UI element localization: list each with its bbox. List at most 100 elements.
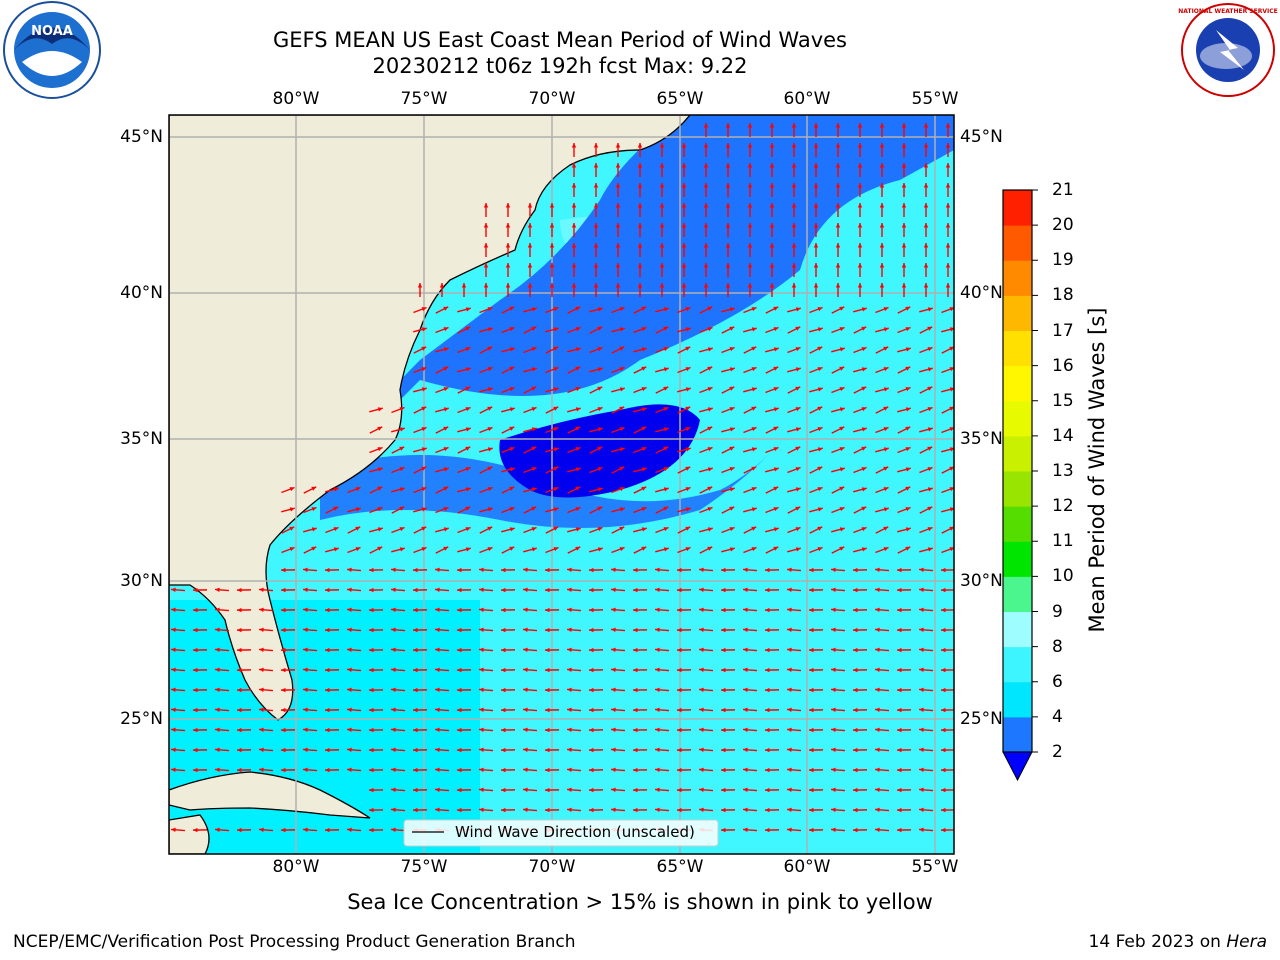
wave-direction-arrow — [593, 283, 599, 297]
wave-direction-arrow — [742, 767, 758, 772]
wave-direction-arrow — [412, 667, 428, 673]
wave-direction-arrow — [698, 587, 714, 592]
wave-direction-arrow — [808, 807, 824, 813]
wave-direction-arrow — [501, 527, 515, 533]
wave-direction-arrow — [281, 507, 295, 513]
wave-direction-arrow — [588, 827, 604, 833]
wave-direction-arrow — [853, 427, 867, 433]
wave-direction-arrow — [852, 587, 868, 593]
wave-direction-arrow — [852, 607, 868, 613]
wave-direction-arrow — [324, 667, 340, 673]
wave-direction-arrow — [501, 486, 515, 494]
wave-direction-arrow — [919, 466, 933, 474]
wave-direction-arrow — [791, 163, 797, 177]
wave-direction-arrow — [456, 607, 472, 613]
wave-direction-arrow — [742, 647, 758, 652]
wave-direction-arrow — [390, 567, 406, 572]
wave-direction-arrow — [681, 183, 687, 197]
wave-direction-arrow — [659, 183, 665, 197]
wave-direction-arrow — [857, 203, 863, 217]
wave-direction-arrow — [258, 707, 274, 712]
colorbar-segment — [1003, 681, 1032, 718]
wave-direction-arrow — [478, 587, 494, 592]
wave-direction-arrow — [808, 767, 824, 773]
wave-direction-arrow — [483, 243, 489, 257]
wave-direction-arrow — [743, 406, 757, 414]
wave-direction-arrow — [677, 447, 691, 453]
wave-direction-arrow — [633, 486, 647, 494]
wave-direction-arrow — [610, 667, 626, 672]
wave-direction-arrow — [703, 123, 709, 137]
wave-direction-arrow — [523, 307, 537, 313]
wave-direction-arrow — [769, 163, 775, 177]
wave-direction-arrow — [610, 627, 626, 632]
wave-direction-arrow — [545, 507, 559, 513]
wave-direction-arrow — [522, 827, 538, 832]
wave-direction-arrow — [589, 346, 603, 354]
wave-direction-arrow — [615, 183, 621, 197]
wave-direction-arrow — [456, 667, 472, 673]
wave-direction-arrow — [787, 406, 801, 414]
wave-direction-arrow — [743, 327, 757, 333]
wave-direction-arrow — [786, 587, 802, 592]
wave-direction-arrow — [588, 807, 604, 813]
wave-direction-arrow — [214, 727, 230, 732]
wave-direction-arrow — [874, 587, 890, 592]
wave-direction-arrow — [677, 546, 691, 554]
wave-direction-arrow — [615, 223, 621, 237]
wave-direction-arrow — [743, 366, 757, 374]
longitude-label: 65°W — [656, 89, 704, 109]
wave-direction-arrow — [659, 223, 665, 237]
wave-direction-arrow — [632, 627, 648, 633]
wave-direction-arrow — [875, 486, 889, 494]
wave-direction-arrow — [857, 163, 863, 177]
wave-direction-arrow — [457, 487, 471, 493]
wave-direction-arrow — [434, 747, 450, 752]
wave-direction-arrow — [830, 567, 846, 572]
wave-direction-arrow — [544, 567, 560, 573]
wave-direction-arrow — [522, 807, 538, 812]
wave-direction-arrow — [787, 446, 801, 454]
wave-direction-arrow — [655, 326, 669, 334]
wave-direction-arrow — [434, 827, 450, 832]
colorbar-tick-label: 16 — [1052, 355, 1074, 376]
wave-direction-arrow — [478, 627, 494, 632]
period-band-below-2 — [499, 404, 700, 498]
wave-direction-arrow — [786, 627, 802, 632]
wave-direction-arrow — [368, 727, 384, 733]
wave-direction-arrow — [456, 727, 472, 733]
wave-direction-arrow — [280, 567, 296, 573]
wave-direction-arrow — [720, 567, 736, 573]
wave-direction-arrow — [413, 526, 427, 534]
latitude-label: 35°N — [120, 429, 163, 449]
wave-direction-arrow — [567, 546, 581, 554]
wave-direction-arrow — [654, 747, 670, 752]
wave-direction-arrow — [457, 386, 471, 394]
longitude-label: 70°W — [528, 857, 576, 877]
wave-direction-arrow — [698, 567, 714, 572]
wave-direction-arrow — [874, 687, 890, 692]
wave-direction-arrow — [615, 143, 621, 157]
wave-direction-arrow — [703, 263, 709, 277]
wave-direction-arrow — [879, 263, 885, 277]
wave-direction-arrow — [170, 827, 186, 832]
wave-direction-arrow — [391, 526, 405, 534]
wave-direction-arrow — [170, 707, 186, 712]
wave-direction-arrow — [637, 143, 643, 157]
wave-direction-arrow — [743, 486, 757, 494]
wave-direction-arrow — [544, 627, 560, 633]
wave-direction-arrow — [479, 546, 493, 554]
wave-direction-arrow — [368, 587, 384, 593]
wave-direction-arrow — [857, 263, 863, 277]
wave-direction-arrow — [633, 506, 647, 514]
wave-direction-arrow — [571, 283, 577, 297]
wave-direction-arrow — [725, 123, 731, 137]
wave-direction-arrow — [324, 727, 340, 733]
wave-direction-arrow — [523, 406, 537, 414]
wave-direction-arrow — [347, 526, 361, 534]
wave-direction-arrow — [192, 607, 208, 613]
wave-direction-arrow — [500, 787, 516, 793]
wave-direction-arrow — [478, 667, 494, 672]
wave-direction-arrow — [369, 407, 383, 413]
wave-direction-arrow — [368, 647, 384, 653]
